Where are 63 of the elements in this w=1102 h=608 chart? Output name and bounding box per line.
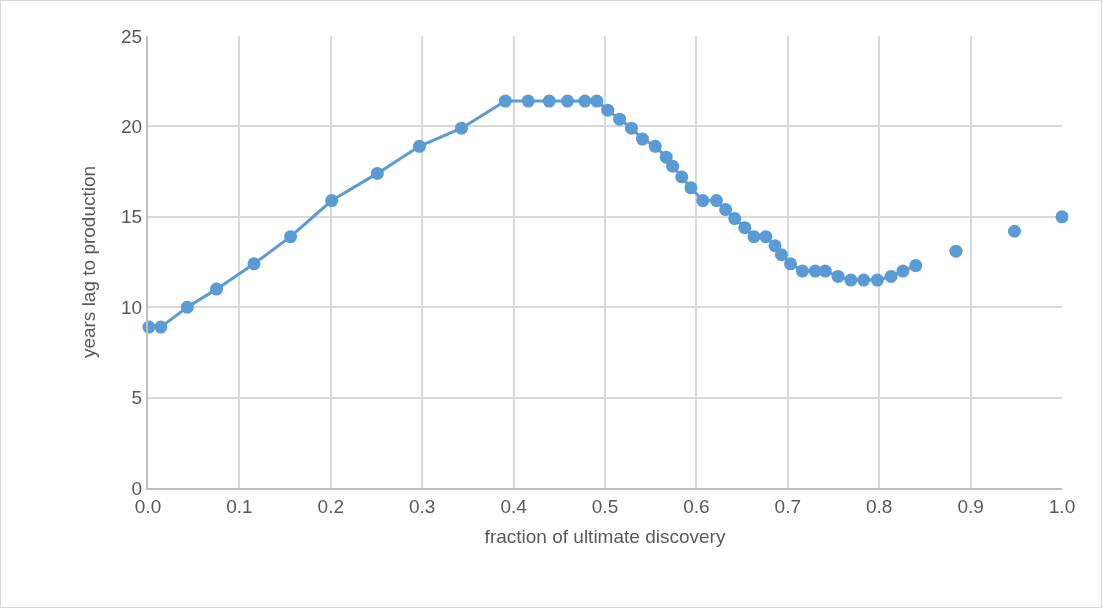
point (561, 94, 575, 108)
point (659, 150, 673, 164)
point (696, 194, 710, 208)
point (818, 264, 832, 278)
point (768, 239, 782, 253)
point (635, 132, 649, 146)
point (896, 264, 910, 278)
y-tick-label: 5 (131, 387, 143, 409)
point (625, 121, 639, 135)
point (784, 257, 798, 271)
point (884, 269, 898, 283)
x-tick-label: 0.5 (591, 495, 619, 517)
point (370, 166, 384, 180)
point (684, 181, 698, 195)
x-tick-label: 0.1 (226, 495, 253, 517)
point (666, 159, 680, 173)
x-tick-label: 1.0 (1048, 495, 1076, 517)
point (578, 94, 592, 108)
point (1055, 210, 1069, 224)
point (870, 273, 884, 287)
point (675, 170, 689, 184)
point (759, 230, 773, 244)
point (455, 121, 468, 135)
point (949, 244, 963, 258)
point (1007, 224, 1021, 238)
point (284, 230, 298, 244)
point (747, 230, 761, 244)
y-tick-label: 15 (121, 206, 143, 228)
point (909, 259, 923, 273)
point (601, 103, 615, 117)
point (590, 94, 604, 108)
x-tick-label: 0.6 (683, 495, 710, 517)
point (498, 94, 512, 108)
y-axis-title: years lag to production (78, 165, 100, 359)
x-tick-label: 0.7 (774, 495, 802, 517)
x-axis-title: fraction of ultimate discovery (484, 526, 726, 548)
point (728, 212, 742, 226)
point (180, 300, 194, 314)
x-tick-label: 0.9 (957, 495, 984, 517)
point (774, 248, 788, 262)
x-tick-label: 0.8 (865, 495, 893, 517)
point (795, 264, 809, 278)
x-tick-label: 0.3 (408, 495, 436, 517)
point (844, 273, 858, 287)
point (719, 203, 733, 217)
point (710, 194, 724, 208)
point (613, 112, 627, 126)
x-tick-label: 0.4 (500, 495, 528, 517)
point (831, 269, 845, 283)
point (542, 94, 556, 108)
point (210, 282, 224, 296)
y-tick-label: 25 (121, 25, 143, 47)
point (154, 320, 168, 334)
point (857, 273, 871, 287)
point (738, 221, 752, 235)
x-tick-label: 0.2 (317, 495, 345, 517)
y-tick-label: 20 (121, 116, 143, 138)
y-tick-label: 10 (121, 296, 143, 318)
point (412, 139, 426, 153)
point (521, 94, 535, 108)
point (247, 257, 261, 271)
point (648, 139, 662, 153)
point (325, 194, 339, 208)
